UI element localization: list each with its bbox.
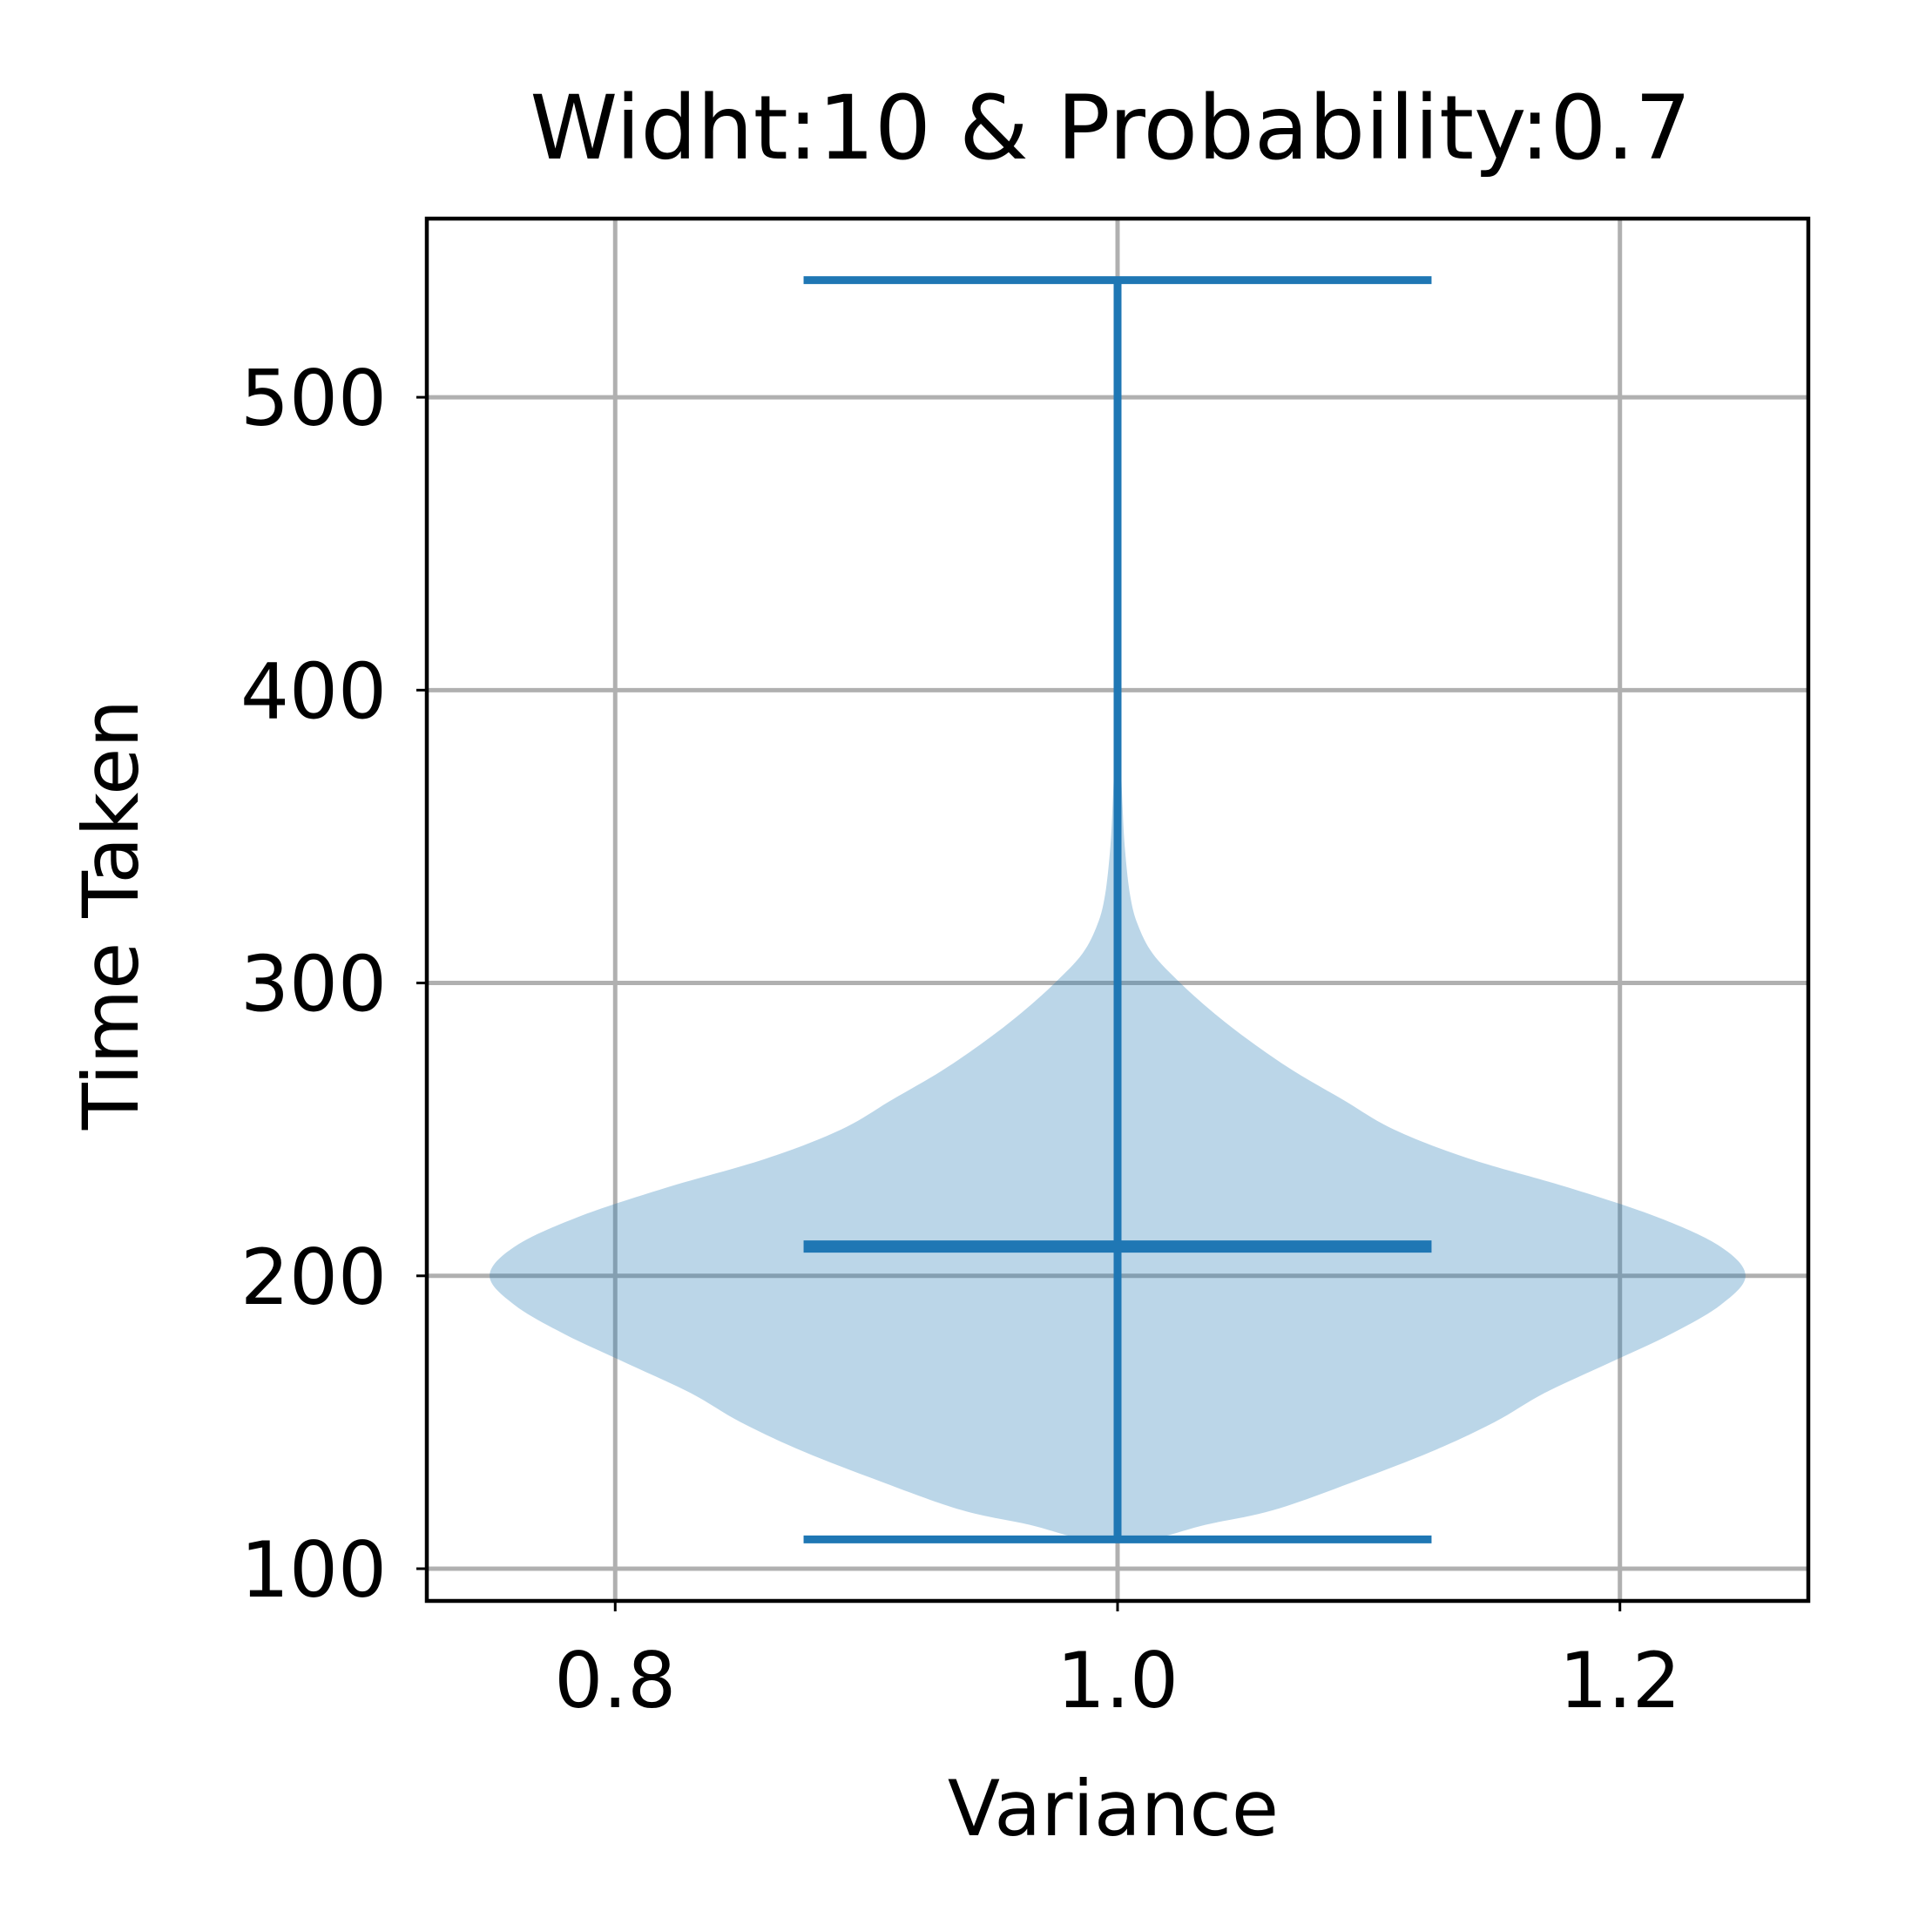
y-tick-label: 400 xyxy=(240,646,387,736)
chart-title: Widht:10 & Probability:0.7 xyxy=(530,77,1691,180)
y-tick-label: 100 xyxy=(240,1525,387,1615)
violin-statistics xyxy=(803,276,1432,1543)
y-axis-label: Time Taken xyxy=(66,699,156,1131)
x-tick-label: 1.0 xyxy=(1057,1636,1179,1725)
axis-ticks: 0.8 1.0 1.2 100 200 300 400 500 xyxy=(240,354,1681,1725)
y-tick-label: 500 xyxy=(240,354,387,443)
x-axis-label: Variance xyxy=(948,1764,1279,1854)
y-tick-label: 300 xyxy=(240,940,387,1030)
x-tick-label: 0.8 xyxy=(554,1636,676,1725)
y-tick-label: 200 xyxy=(240,1232,387,1322)
x-tick-label: 1.2 xyxy=(1559,1636,1681,1725)
